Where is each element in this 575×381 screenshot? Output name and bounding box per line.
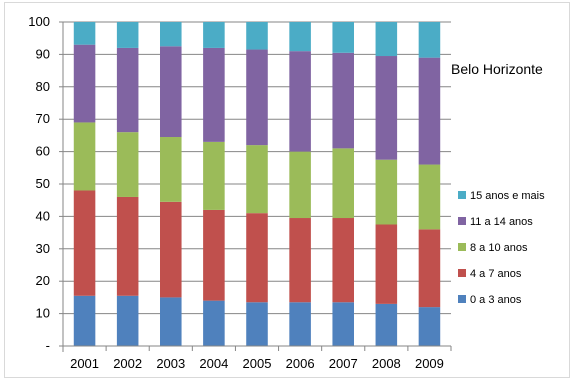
legend-item: 11 a 14 anos [458,216,533,228]
y-tick-labels: - 10 20 30 40 50 60 70 80 90 100 [28,14,50,353]
bar-segment [375,22,398,57]
bar-segment [246,22,268,50]
y-tick-label: 40 [36,208,50,223]
bar-segment [116,295,139,346]
bar-segment [332,52,354,149]
legend-item: 8 a 10 anos [458,242,528,254]
bar-segment [289,218,311,303]
chart-title: Belo Horizonte [451,61,543,77]
bar-segment [116,132,139,197]
bars [73,22,441,346]
bar-segment [375,159,398,225]
bar-segment [116,47,139,133]
bar-segment [418,164,441,230]
bar-segment [116,196,139,296]
legend-swatch [458,295,466,303]
y-tick-label: 80 [36,79,50,94]
x-tick-label: 2003 [156,356,185,371]
bar-segment [375,303,398,346]
bar-segment [246,302,268,346]
bar-segment [418,307,441,346]
legend-item: 15 anos e mais [458,190,545,202]
y-tick-label: 90 [36,46,50,61]
bar-segment [160,22,182,47]
x-tick-label: 2002 [113,356,142,371]
x-tick-label: 2007 [329,356,358,371]
bar-segment [73,44,96,123]
legend-swatch [458,191,466,199]
legend: 15 anos e mais 11 a 14 anos 8 a 10 anos 4 a… [458,190,545,306]
bar-segment [160,297,182,346]
bar-segment [375,224,398,304]
axes [62,22,452,352]
bar-segment [160,46,182,138]
bar-segment [418,57,441,165]
bar-segment [160,137,182,202]
bar-segment [203,141,225,210]
bar-segment [332,302,354,346]
bar-segment [203,300,225,346]
bar-segment [203,209,225,301]
y-tick-label: 50 [36,176,50,191]
x-tick-label: 2001 [70,356,99,371]
bar-segment [289,51,311,152]
bar-segment [73,22,96,45]
y-tick-label: 100 [28,14,50,29]
legend-label: 11 a 14 anos [470,216,533,228]
chart-frame [4,2,570,378]
x-tick-label: 2005 [243,356,272,371]
bar-segment [332,22,354,53]
bar-segment [289,302,311,346]
bar-segment [246,145,268,214]
legend-label: 4 a 7 anos [470,268,522,280]
x-tick-labels: 2001 2002 2003 2004 2005 2006 2007 2008 2009 [70,356,444,371]
bar-segment [332,218,354,303]
y-tick-label: 10 [36,306,50,321]
bar-segment [289,22,311,52]
bar-segment [160,201,182,298]
bar-segment [246,213,268,303]
bar-segment [418,229,441,308]
bar-segment [418,22,441,58]
legend-label: 0 a 3 anos [470,294,522,306]
legend-item: 4 a 7 anos [458,268,522,280]
legend-swatch [458,217,466,225]
x-tick-label: 2006 [286,356,315,371]
bar-segment [246,49,268,146]
bar-segment [332,148,354,219]
legend-swatch [458,269,466,277]
y-tick-label: 70 [36,111,50,126]
bar-segment [73,122,96,191]
legend-swatch [458,243,466,251]
legend-label: 15 anos e mais [470,190,545,202]
bar-segment [73,295,96,346]
bar-segment [289,151,311,219]
legend-item: 0 a 3 anos [458,294,522,306]
y-tick-label: - [46,338,50,353]
y-tick-label: 60 [36,144,50,159]
x-tick-label: 2009 [415,356,444,371]
bar-segment [375,56,398,160]
x-tick-label: 2008 [372,356,401,371]
bar-segment [203,22,225,48]
bar-segment [73,190,96,296]
y-tick-label: 20 [36,273,50,288]
legend-label: 8 a 10 anos [470,242,528,254]
bar-segment [116,22,139,48]
x-tick-label: 2004 [199,356,228,371]
bar-segment [203,47,225,142]
y-tick-label: 30 [36,241,50,256]
